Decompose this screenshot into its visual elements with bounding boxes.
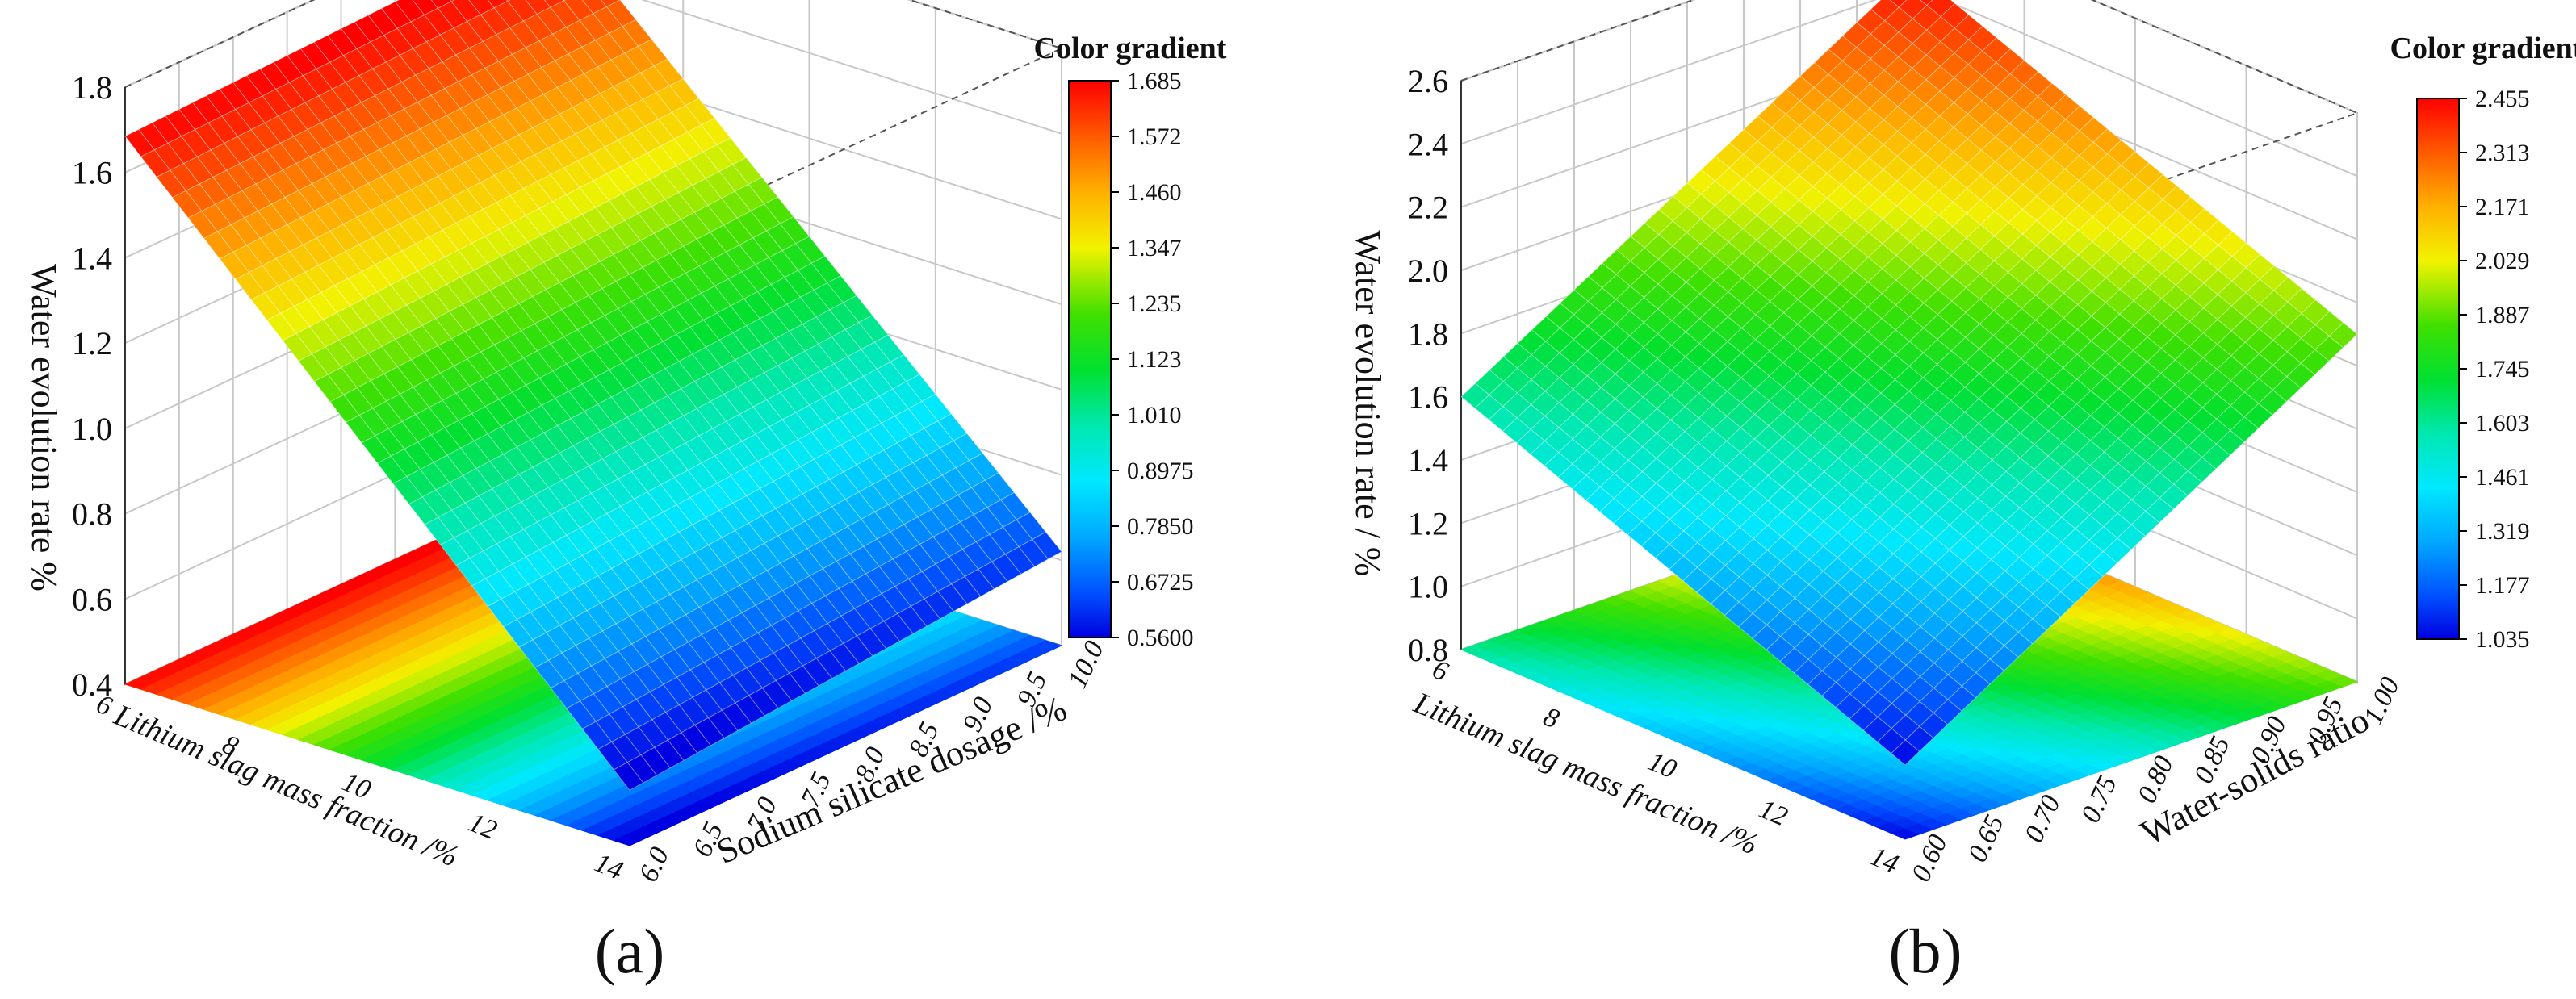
x-tick-label: 14 bbox=[590, 848, 627, 886]
colorbar-ticks-b: 2.455 2.313 2.171 2.029 1.887 1.745 1.603 1.461… bbox=[2459, 86, 2530, 653]
z-tick-label: 1.2 bbox=[1408, 505, 1448, 541]
z-tick-label: 0.6 bbox=[72, 581, 112, 617]
colorbar-tick-label: 1.460 bbox=[1127, 179, 1182, 206]
z-tick-label: 2.6 bbox=[1408, 63, 1448, 99]
z-tick-label: 1.4 bbox=[72, 240, 112, 276]
z-tick-label: 0.8 bbox=[72, 496, 112, 533]
colorbar-tick-label: 2.171 bbox=[2475, 194, 2530, 220]
response-surface-a bbox=[124, 0, 1063, 846]
z-tick-label: 1.0 bbox=[72, 411, 112, 447]
colorbar-tick-label: 1.572 bbox=[1127, 123, 1182, 150]
y-tick-label: 0.70 bbox=[2019, 791, 2067, 847]
colorbar-tick-label: 1.035 bbox=[2475, 626, 2530, 653]
x-tick-label: 8 bbox=[1539, 702, 1564, 735]
colorbar-tick-label: 1.685 bbox=[1127, 68, 1182, 94]
y-tick-label: 0.60 bbox=[1906, 830, 1954, 887]
colorbar-tick-label: 1.319 bbox=[2475, 518, 2530, 545]
panel-label-b: (b) bbox=[1889, 916, 1962, 986]
colorbar-tick-label: 1.887 bbox=[2475, 302, 2530, 328]
colorbar-tick-label: 0.8975 bbox=[1127, 458, 1194, 484]
colorbar-a bbox=[1068, 80, 1112, 638]
z-tick-label: 1.0 bbox=[1408, 569, 1448, 605]
box-edge bbox=[124, 0, 316, 88]
colorbar-tick-label: 1.010 bbox=[1127, 402, 1182, 428]
z-tick-label: 2.0 bbox=[1408, 253, 1448, 289]
z-tick-label: 1.6 bbox=[72, 155, 112, 191]
x-tick-label: 12 bbox=[464, 808, 501, 846]
colorbar-tick-label: 1.177 bbox=[2475, 572, 2530, 599]
z-tick-label: 1.8 bbox=[1408, 316, 1448, 352]
z-tick-label: 1.8 bbox=[72, 69, 112, 106]
colorbar-b bbox=[2416, 98, 2460, 640]
floor-cell bbox=[1031, 640, 1063, 653]
z-tick-label: 1.6 bbox=[1408, 379, 1448, 416]
z-axis-title-b: Water evolution rate / % bbox=[1348, 231, 1388, 577]
colorbar-tick-label: 1.603 bbox=[2475, 410, 2530, 437]
colorbar-tick-label: 1.123 bbox=[1127, 346, 1182, 373]
y-tick-label: 6.0 bbox=[634, 842, 675, 886]
z-tick-label: 2.4 bbox=[1408, 126, 1448, 162]
z-tick-label: 1.4 bbox=[1408, 442, 1448, 479]
x-tick-label: 12 bbox=[1755, 794, 1792, 832]
x-tick-label: 14 bbox=[1866, 842, 1903, 880]
colorbar-title-b: Color gradient bbox=[2390, 31, 2576, 65]
colorbar-tick-label: 0.6725 bbox=[1127, 569, 1194, 596]
x-tick-label: 10 bbox=[1644, 746, 1681, 784]
colorbar-tick-label: 1.745 bbox=[2475, 356, 2530, 382]
colorbar-tick-label: 2.313 bbox=[2475, 140, 2530, 166]
colorbar-ticks-a: 1.685 1.572 1.460 1.347 1.235 1.123 1.010 0.897… bbox=[1111, 68, 1194, 651]
colorbar-tick-label: 1.235 bbox=[1127, 291, 1182, 317]
colorbar-tick-label: 2.455 bbox=[2475, 86, 2530, 112]
colorbar-tick-label: 1.347 bbox=[1127, 235, 1182, 261]
colorbar-tick-label: 2.029 bbox=[2475, 248, 2530, 274]
panel-label-a: (a) bbox=[595, 916, 665, 986]
colorbar-title-a: Color gradient bbox=[1034, 31, 1227, 65]
z-axis-title-a: Water evolution rate % bbox=[24, 264, 64, 591]
colorbar-tick-label: 1.461 bbox=[2475, 464, 2530, 491]
colorbar-tick-label: 0.5600 bbox=[1127, 625, 1194, 651]
y-tick-label: 10.0 bbox=[1062, 637, 1110, 693]
z-tick-label: 1.2 bbox=[72, 325, 112, 362]
y-tick-label: 0.65 bbox=[1962, 810, 2010, 867]
colorbar-tick-label: 0.7850 bbox=[1127, 513, 1194, 540]
y-tick-label: 0.75 bbox=[2075, 771, 2123, 828]
z-tick-label: 2.2 bbox=[1408, 190, 1448, 226]
